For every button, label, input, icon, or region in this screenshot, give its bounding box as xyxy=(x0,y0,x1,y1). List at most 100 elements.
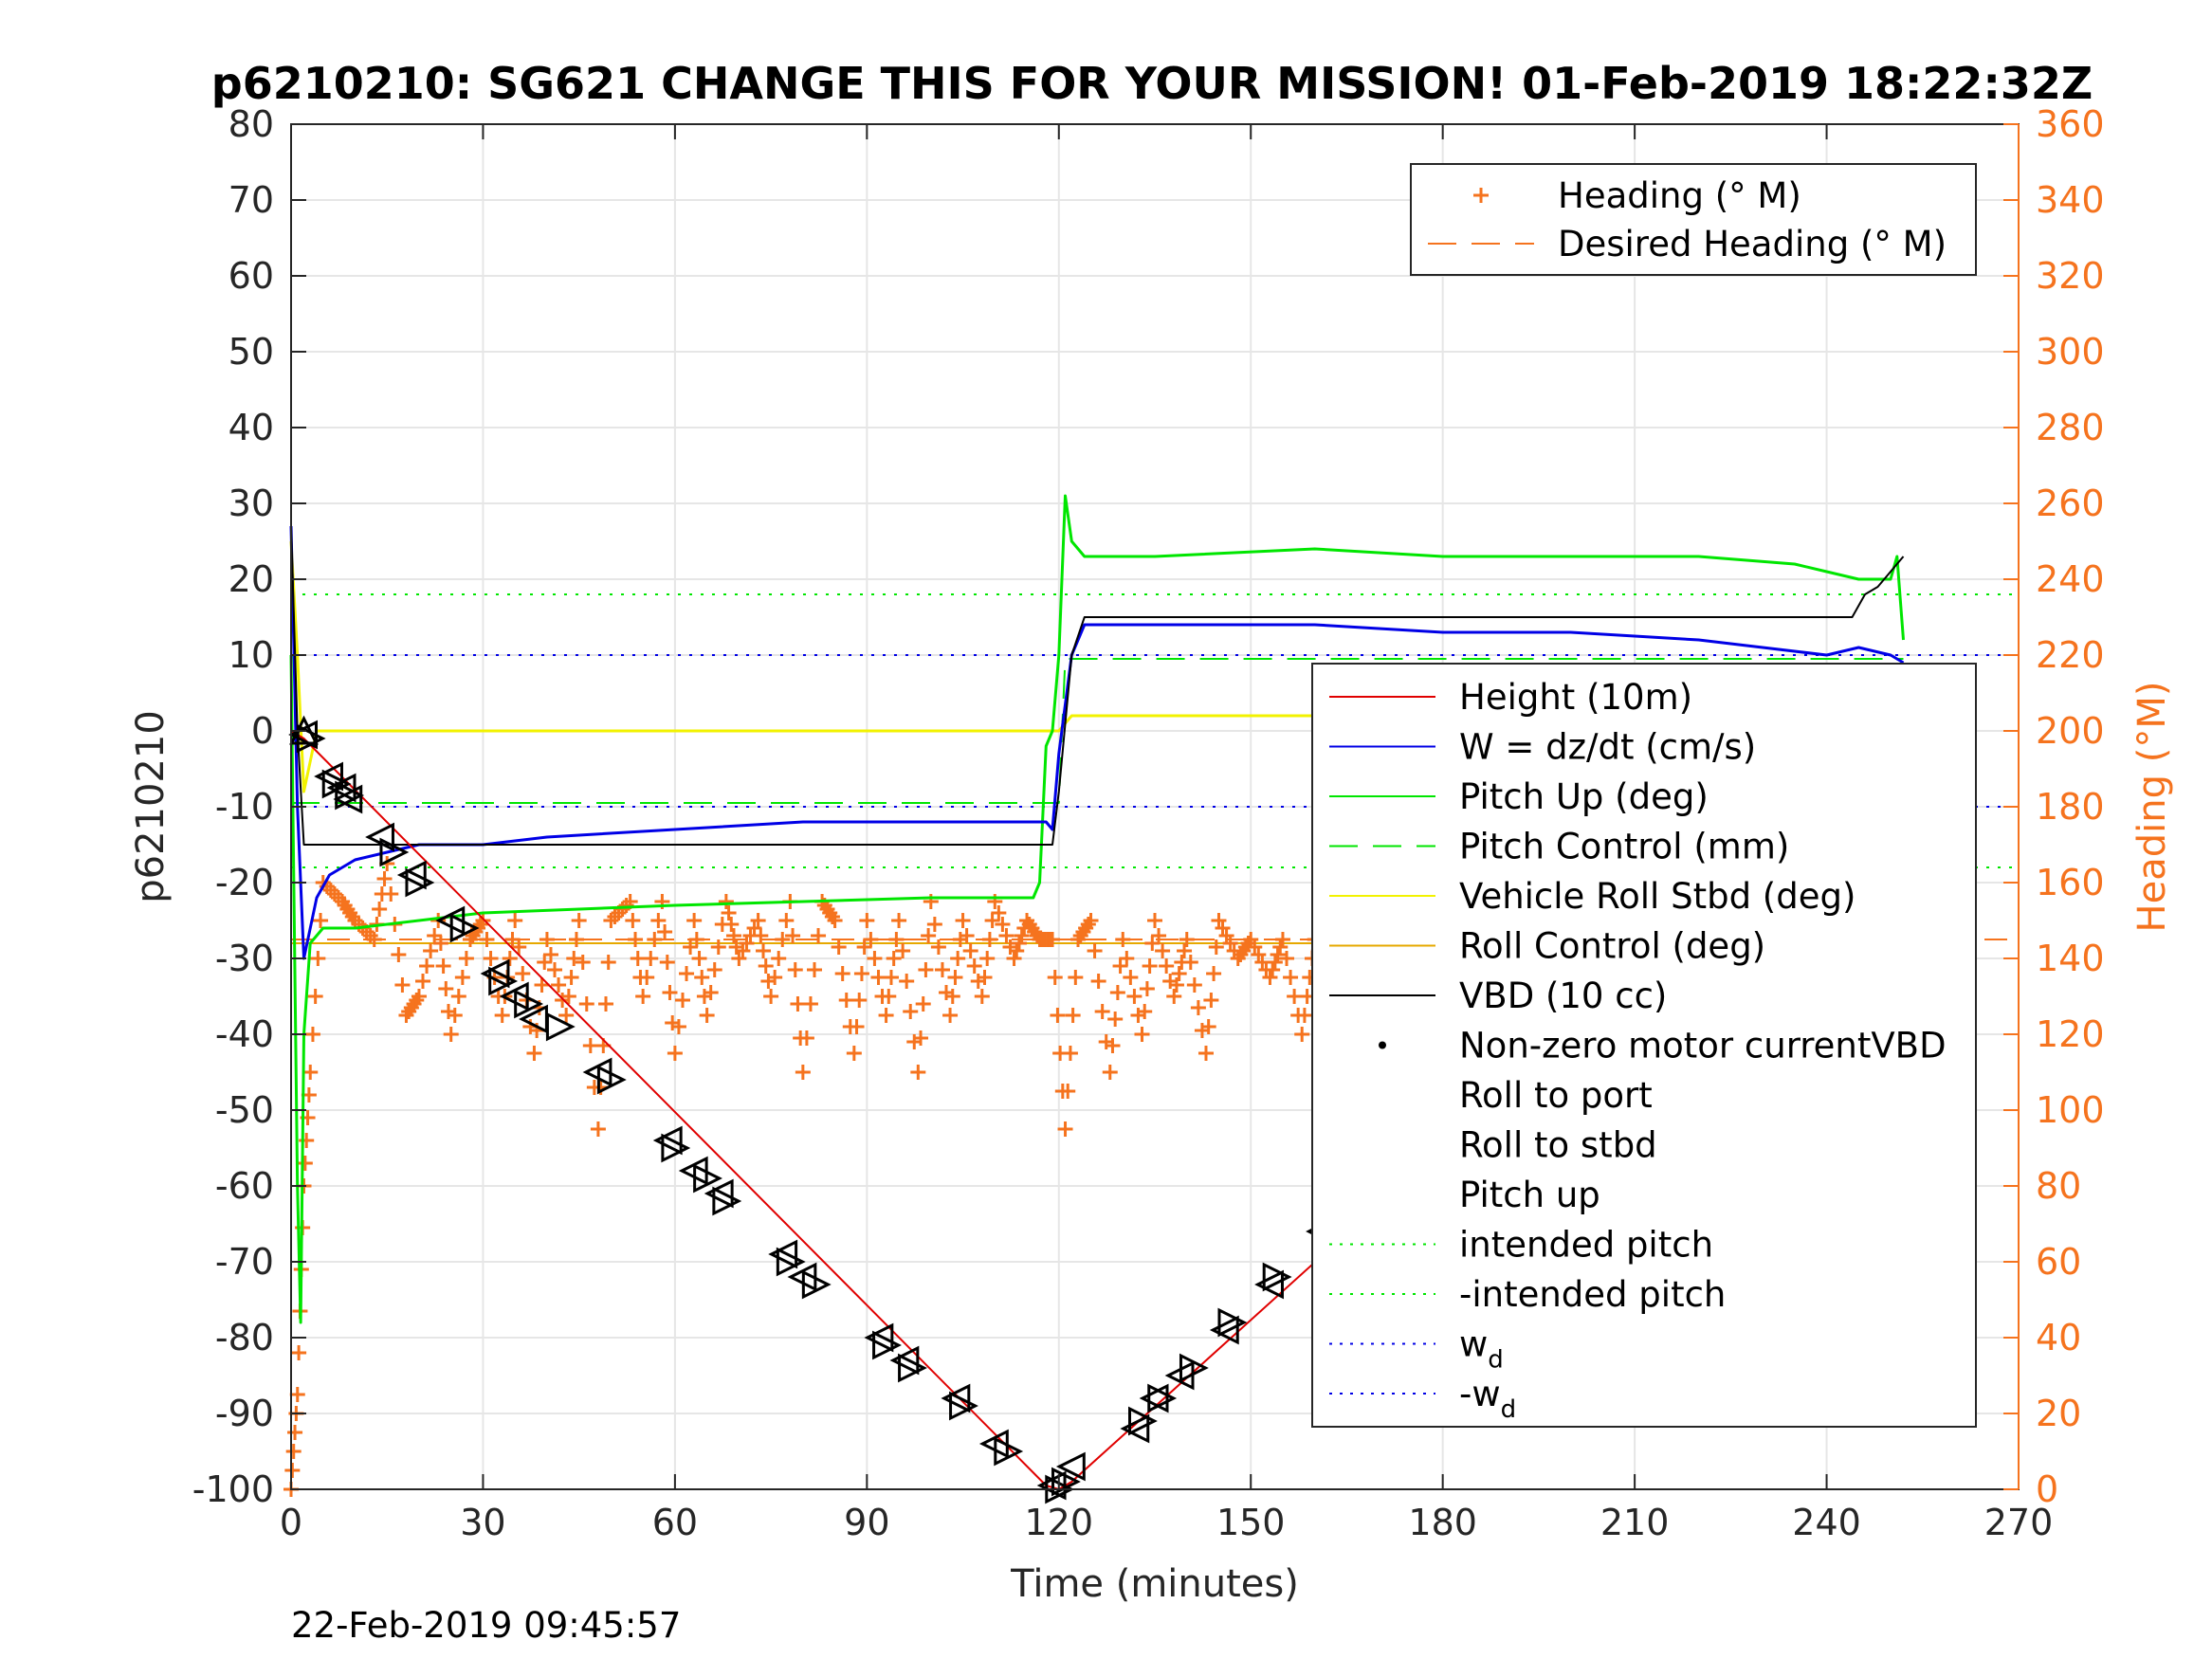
heading-point xyxy=(670,1019,686,1034)
roll-to-stbd-marker xyxy=(1262,1262,1292,1292)
heading-point xyxy=(878,1008,894,1023)
heading-point xyxy=(450,989,466,1004)
heading-point xyxy=(394,977,411,993)
heading-point xyxy=(1155,943,1171,958)
heading-point xyxy=(483,951,499,966)
heading-point xyxy=(915,996,931,1012)
heading-point xyxy=(454,970,470,985)
heading-point xyxy=(515,966,531,981)
roll-to-stbd-marker xyxy=(1217,1307,1248,1338)
y2-tick-label: 140 xyxy=(2036,938,2105,979)
heading-point xyxy=(1006,951,1022,966)
heading-point xyxy=(1107,1012,1124,1027)
legend-box xyxy=(1311,663,1977,1428)
heading-point xyxy=(921,928,937,943)
heading-point xyxy=(598,996,614,1012)
heading-point xyxy=(1283,970,1299,985)
heading-point xyxy=(895,943,911,958)
y-tick-label: -40 xyxy=(215,1013,274,1055)
heading-point xyxy=(628,932,644,947)
roll-to-stbd-marker xyxy=(661,1133,691,1163)
heading-point xyxy=(458,951,474,966)
heading-point xyxy=(526,1046,542,1061)
heading-point xyxy=(662,985,678,1000)
heading-point xyxy=(1123,970,1139,985)
heading-point xyxy=(703,985,719,1000)
heading-point xyxy=(289,1387,305,1402)
heading-point xyxy=(886,951,902,966)
heading-point xyxy=(995,917,1011,932)
y-tick-label: -100 xyxy=(192,1468,274,1510)
heading-point xyxy=(383,886,399,902)
y2-tick-label: 200 xyxy=(2036,710,2105,752)
heading-point xyxy=(578,996,594,1012)
heading-point xyxy=(1009,943,1025,958)
legend-label-subscript: d xyxy=(1501,1395,1517,1424)
heading-point xyxy=(942,1008,959,1023)
heading-point xyxy=(1142,958,1158,974)
legend-label: Roll Control (deg) xyxy=(1459,926,1765,967)
y-tick-label: -90 xyxy=(215,1393,274,1434)
heading-point xyxy=(1094,1004,1110,1019)
heading-point xyxy=(710,939,726,955)
legend-label: W = dz/dt (cm/s) xyxy=(1459,727,1756,768)
heading-point xyxy=(831,939,847,955)
legend-swatch-7 xyxy=(1379,1041,1386,1049)
heading-point xyxy=(547,962,563,977)
axes: 0 30 60 90 120 150 180 210 240 270-100-90-80-70-6… xyxy=(192,103,2105,1543)
heading-point xyxy=(391,947,407,962)
heading-point xyxy=(1115,932,1131,947)
heading-point xyxy=(1159,958,1175,974)
y2-tick-label: 20 xyxy=(2036,1393,2081,1434)
heading-point xyxy=(974,989,990,1004)
heading-point xyxy=(959,928,975,943)
x-tick-label: 120 xyxy=(1025,1502,1094,1543)
heading-point xyxy=(1279,951,1295,966)
heading-point xyxy=(853,966,869,981)
heading-point xyxy=(686,913,703,928)
heading-point xyxy=(1047,970,1063,985)
heading-point xyxy=(851,993,868,1008)
y-tick-label: -20 xyxy=(215,862,274,903)
heading-point xyxy=(657,924,673,939)
roll-to-port-marker xyxy=(1254,1269,1284,1300)
heading-point xyxy=(630,951,646,966)
heading-point xyxy=(566,951,582,966)
y2-tick-label: 120 xyxy=(2036,1013,2105,1055)
y-tick-label: -10 xyxy=(215,786,274,828)
heading-point xyxy=(775,932,791,947)
heading-point xyxy=(706,962,722,977)
roll-to-stbd-marker xyxy=(872,1330,902,1360)
y2-tick-label: 280 xyxy=(2036,407,2105,448)
y-axis-label: p6210210 xyxy=(129,710,173,903)
heading-point xyxy=(310,951,326,966)
y-tick-label: -70 xyxy=(215,1241,274,1283)
heading-point xyxy=(888,932,905,947)
heading-point xyxy=(560,989,576,1004)
x-axis-label: Time (minutes) xyxy=(1010,1562,1299,1606)
heading-point xyxy=(1105,1038,1121,1053)
roll-to-port-marker xyxy=(333,784,363,814)
roll-to-stbd-marker xyxy=(949,1391,978,1421)
heading-point xyxy=(798,1030,814,1046)
legend-label: Roll to port xyxy=(1459,1075,1653,1116)
heading-point xyxy=(667,1046,683,1061)
heading-point xyxy=(1177,943,1193,958)
heading-point xyxy=(867,951,883,966)
heading-point xyxy=(447,1008,463,1023)
heading-point xyxy=(834,966,850,981)
heading-point xyxy=(502,951,518,966)
heading-point xyxy=(1287,989,1303,1004)
roll-to-port-marker xyxy=(704,1178,734,1209)
legend-label: Heading (° M) xyxy=(1558,175,1801,216)
roll-to-stbd-marker xyxy=(1051,1467,1081,1497)
heading-point xyxy=(947,970,963,985)
legend-label: intended pitch xyxy=(1459,1225,1713,1266)
heading-point xyxy=(721,905,737,921)
heading-point xyxy=(563,970,579,985)
heading-point xyxy=(1294,1027,1310,1042)
heading-point xyxy=(913,1030,929,1046)
heading-point xyxy=(725,928,741,943)
heading-point xyxy=(438,981,454,996)
legend-label: Pitch Up (deg) xyxy=(1459,776,1709,817)
